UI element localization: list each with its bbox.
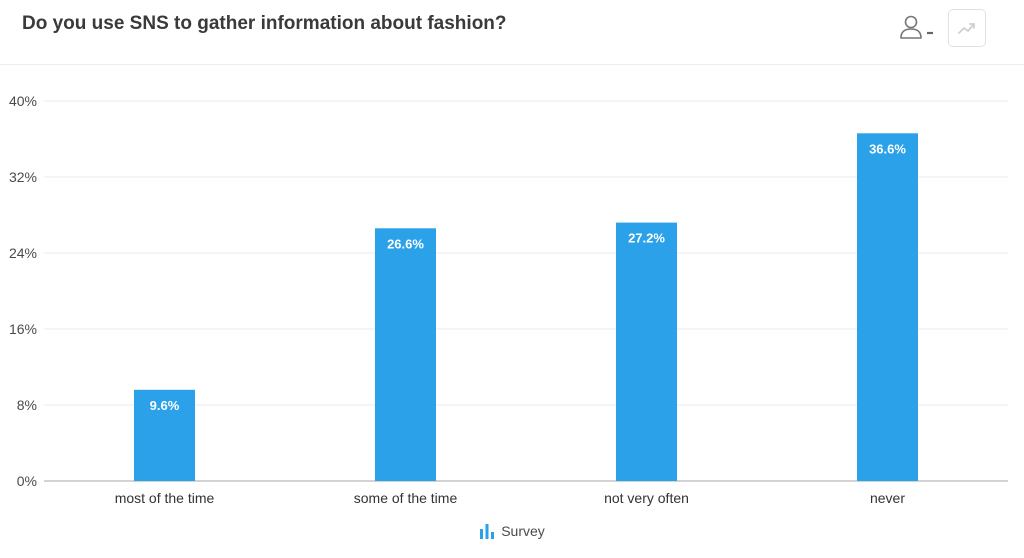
- chart-title: Do you use SNS to gather information abo…: [22, 13, 507, 34]
- y-tick-label: 16%: [9, 321, 37, 337]
- y-tick-label: 24%: [9, 245, 37, 261]
- bar[interactable]: [616, 222, 677, 481]
- y-tick-label: 8%: [17, 397, 37, 413]
- data-label: 27.2%: [628, 231, 665, 246]
- x-tick-label: not very often: [604, 490, 689, 506]
- user-icon[interactable]: [898, 14, 938, 42]
- legend-label: Survey: [501, 523, 545, 539]
- trend-button[interactable]: [948, 9, 986, 47]
- bar-chart: 0% 8% 16% 24% 32% 40% 9.6% most of the time 26.6…: [9, 93, 1008, 506]
- x-tick-label: never: [870, 490, 905, 506]
- x-tick-label: most of the time: [115, 490, 215, 506]
- y-tick-label: 32%: [9, 169, 37, 185]
- data-label: 36.6%: [869, 141, 906, 156]
- legend: Survey: [0, 523, 1024, 544]
- bar-chart-icon: [480, 524, 495, 539]
- bar[interactable]: [857, 133, 918, 482]
- y-tick-label: 0%: [17, 473, 37, 489]
- legend-item-survey[interactable]: Survey: [479, 523, 545, 539]
- x-tick-label: some of the time: [354, 490, 458, 506]
- bar[interactable]: [134, 389, 195, 481]
- y-tick-label: 40%: [9, 93, 37, 109]
- trend-icon: [958, 23, 975, 34]
- chart-header: Do you use SNS to gather information abo…: [0, 0, 1024, 65]
- bar[interactable]: [375, 228, 436, 481]
- data-label: 26.6%: [387, 236, 424, 251]
- data-label: 9.6%: [150, 398, 180, 413]
